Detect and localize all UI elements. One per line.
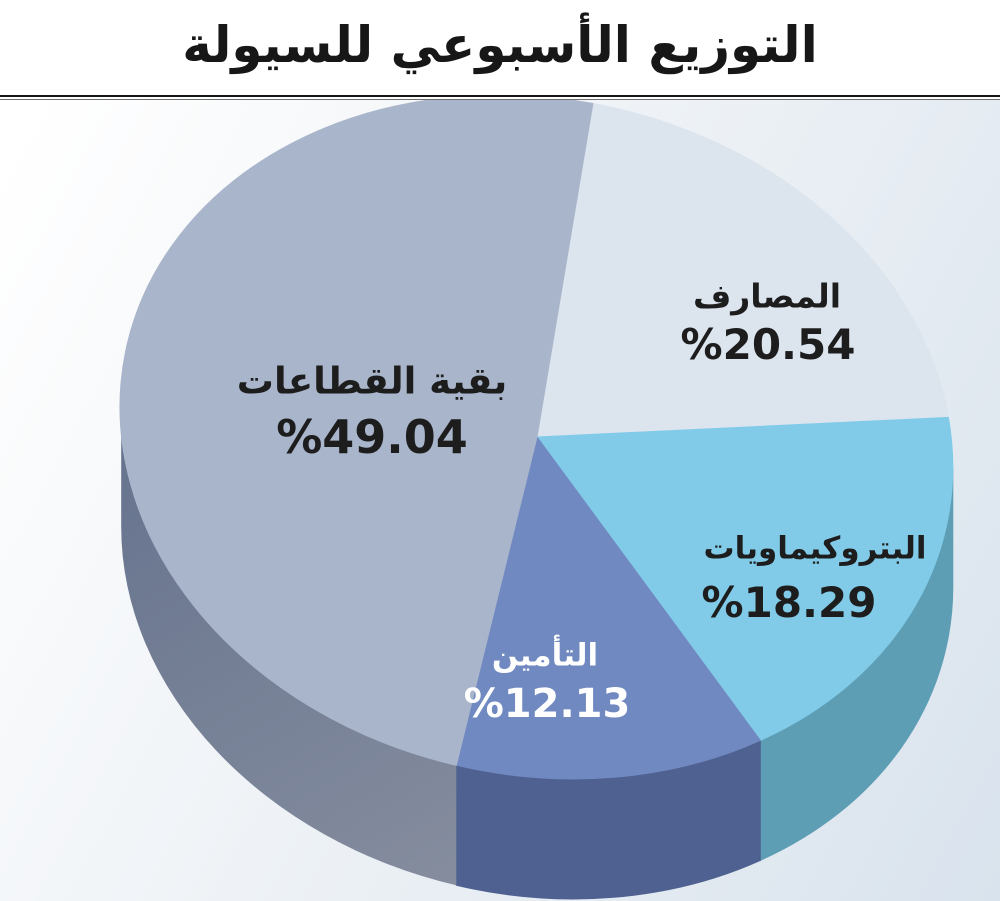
slice-label-banks: المصارف — [692, 276, 842, 316]
slice-label-other-sectors: بقية القطاعات — [236, 359, 508, 403]
pie-slice-insurance — [455, 435, 762, 780]
slice-value-banks: %20.54 — [680, 320, 856, 369]
chart-title: التوزيع الأسبوعي للسيولة — [182, 15, 818, 74]
chart-header: التوزيع الأسبوعي للسيولة — [0, 0, 1000, 95]
pie-slice-other-sectors — [119, 94, 594, 766]
pie-wall-other-sectors — [121, 407, 457, 886]
slice-label-petrochemicals: البتروكيماويات — [703, 530, 927, 567]
slice-value-insurance: %12.13 — [463, 681, 631, 727]
slice-label-insurance: التأمين — [491, 637, 599, 674]
header-divider — [0, 95, 1000, 100]
pie-slice-petrochemicals — [536, 416, 954, 742]
pie-slice-banks — [536, 102, 949, 438]
slice-value-petrochemicals: %18.29 — [701, 578, 877, 627]
slice-value-other-sectors: %49.04 — [276, 410, 468, 464]
